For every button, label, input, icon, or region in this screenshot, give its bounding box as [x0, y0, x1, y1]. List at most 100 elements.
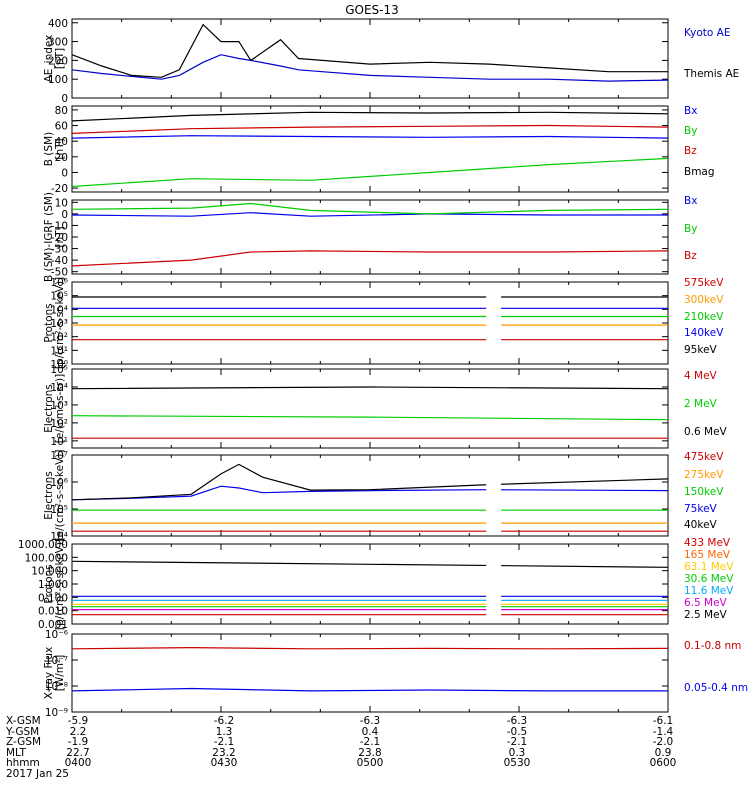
panel-xray: 10⁻⁹ 10⁻⁸ 10⁻⁷ 10⁻⁶ X-ray Flux [W/m²] 0.1-0.8 …: [43, 629, 748, 719]
footer-value: 23.8: [358, 746, 382, 759]
y-tick-label: 1000.000: [18, 539, 68, 551]
data-gap: [486, 545, 502, 623]
footer-value: 0.9: [654, 746, 672, 759]
legend-label: 4 MeV: [684, 370, 718, 382]
footer-label: hhmm: [6, 757, 40, 769]
legend-label: 300keV: [684, 294, 724, 306]
legend-label: 63.1 MeV: [684, 561, 734, 573]
series-line: [71, 212, 668, 217]
data-gap: [486, 283, 502, 363]
series-line: [71, 646, 669, 650]
panel-bsm: -20 0 20 40 60 80 B (SM) [nT] Bx By Bz Bmag: [43, 105, 715, 195]
series-line: [71, 124, 669, 134]
y-tick-label: 10⁴: [50, 531, 68, 543]
y-tick-label: 10³: [50, 400, 68, 412]
y-tick-label: 400: [48, 18, 68, 30]
series-line: [71, 463, 669, 501]
y-tick-label: 10¹: [50, 436, 68, 448]
panel-frame: [71, 199, 669, 275]
legend-label: Themis AE: [683, 68, 739, 80]
series-line: [71, 687, 668, 692]
legend-label: 165 MeV: [684, 549, 731, 561]
y-tick-label: 0.010: [38, 606, 68, 618]
y-axis-title: AE_index: [43, 35, 55, 83]
series-line: [71, 386, 669, 390]
series-line: [71, 135, 669, 139]
y-tick-label: 60: [55, 121, 68, 133]
footer-value: 23.2: [212, 746, 236, 759]
y-tick-label: 10⁰: [50, 359, 68, 371]
y-tick-label: 10²: [50, 418, 68, 430]
y-tick-label: -20: [51, 183, 68, 195]
legend-label: 75keV: [684, 503, 718, 515]
y-tick-label: 10²: [50, 332, 68, 344]
legend-label: 2.5 MeV: [684, 609, 728, 621]
y-tick-label: 10¹: [50, 345, 68, 357]
legend-label: 0.1-0.8 nm: [684, 640, 741, 652]
y-axis-title: Protons: [43, 564, 55, 603]
footer-value: 0.3: [508, 746, 526, 759]
footer-value: -1.4: [652, 725, 674, 738]
panel-electrons_kev: 10⁴ 10⁵ 10⁶ 10⁷ Electrons [e/(cm²-s-sr-keV)] 4…: [43, 450, 724, 543]
legend-label: 40keV: [684, 519, 718, 531]
legend-label: 433 MeV: [684, 537, 731, 549]
y-tick-label: 10⁵: [50, 504, 68, 516]
footer-label: MLT: [6, 746, 26, 759]
footer-value: -1.9: [67, 736, 89, 748]
legend-label: 2 MeV: [684, 398, 718, 410]
y-axis-title: [p/(cm²-s-sr-keV)]: [54, 277, 66, 369]
y-axis-title: B (SM)-IGRF (SM): [43, 192, 55, 282]
footer-value: -6.1: [652, 715, 674, 727]
legend-label: 0.05-0.4 nm: [684, 682, 748, 694]
legend-label: Kyoto AE: [684, 27, 730, 39]
y-tick-label: 0: [61, 167, 68, 179]
footer-value: 0500: [356, 757, 384, 769]
series-line: [71, 250, 669, 267]
footer-value: -2.0: [652, 736, 674, 748]
series-line: [71, 560, 669, 568]
legend-label: 150keV: [684, 486, 724, 498]
footer-value: 0.4: [361, 725, 379, 738]
y-axis-title: B (SM): [43, 132, 55, 166]
panel-electrons_mev: 10¹ 10² 10³ 10⁴ 10⁵ Electrons [e/(cm²-s-sr)] 4 …: [43, 364, 728, 449]
y-tick-label: -40: [51, 255, 68, 267]
y-axis-title: [nT]: [54, 138, 66, 159]
footer-value: 2.2: [69, 725, 87, 738]
legend-label: 475keV: [684, 451, 724, 463]
legend-label: 210keV: [684, 311, 724, 323]
y-tick-label: 10⁻⁶: [45, 629, 68, 641]
footer-value: 0600: [649, 757, 677, 769]
series-line: [71, 54, 669, 82]
y-tick-label: -50: [51, 267, 68, 279]
y-tick-label: 10⁶: [50, 277, 68, 289]
footer-value: -0.5: [506, 725, 528, 738]
legend-label: Bz: [684, 145, 697, 157]
legend-label: Bmag: [684, 166, 715, 178]
y-tick-label: 10⁵: [50, 364, 68, 376]
y-tick-label: 10⁻⁷: [45, 655, 68, 667]
footer-value: 22.7: [66, 746, 90, 759]
figure-title: GOES-13: [345, 3, 399, 17]
legend-label: 11.6 MeV: [684, 585, 734, 597]
footer-value: -6.2: [213, 715, 235, 727]
y-tick-label: 10⁵: [50, 291, 68, 303]
y-axis-title: [nT]: [54, 226, 66, 247]
panel-frame: [71, 543, 669, 625]
footer-value: 0530: [503, 757, 531, 769]
y-tick-label: 10⁻⁹: [45, 707, 68, 719]
y-tick-label: 40: [55, 136, 68, 148]
footer-value: 0430: [210, 757, 238, 769]
panel-frame: [71, 368, 669, 449]
legend-label: Bx: [684, 105, 697, 117]
footer-value: -2.1: [359, 736, 381, 748]
y-tick-label: -30: [51, 244, 68, 256]
y-tick-label: 10⁴: [50, 304, 68, 316]
y-axis-title: Electrons: [43, 471, 55, 520]
footer-value: -2.1: [506, 736, 528, 748]
y-tick-label: 1.000: [38, 579, 68, 591]
panel-ae: 0 100 200 300 400 AE_index [nT] Kyoto AE Themis …: [43, 18, 739, 105]
y-tick-label: 0: [61, 209, 68, 221]
y-tick-label: 100.000: [25, 552, 68, 564]
